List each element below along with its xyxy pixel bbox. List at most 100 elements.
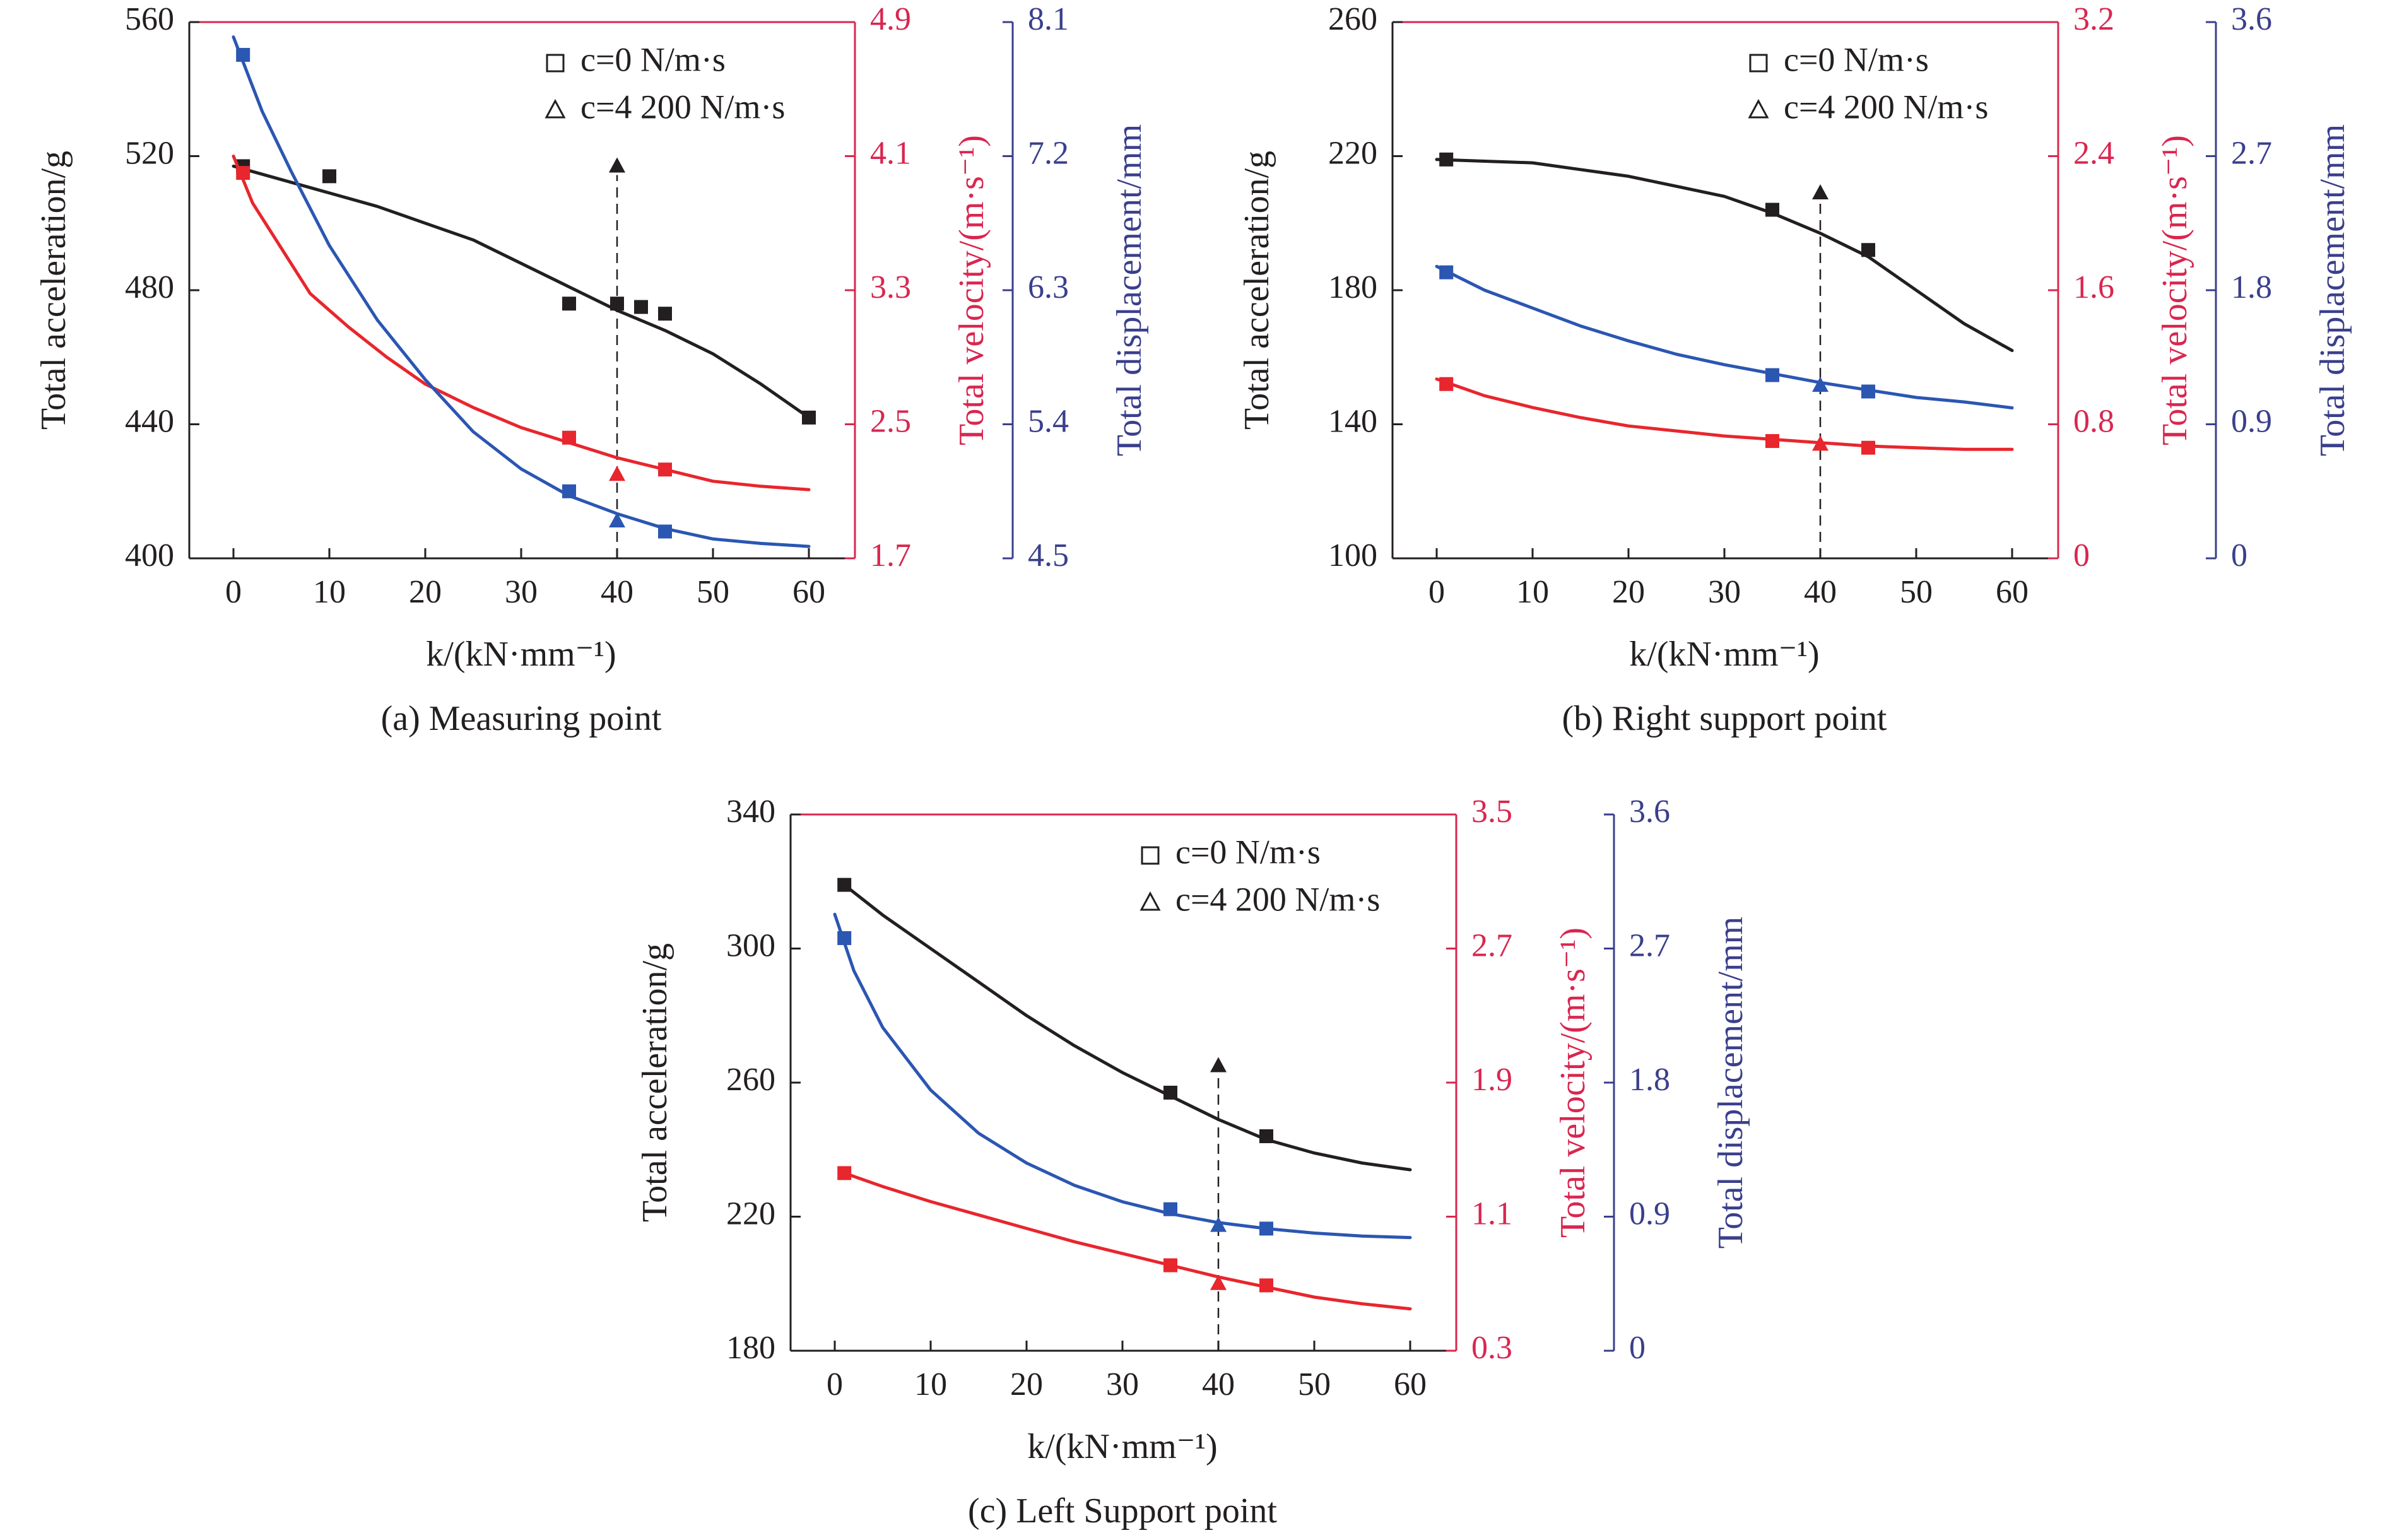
x-tick-label: 0 [225,574,242,610]
acceleration-square-point [610,297,624,311]
displacement-tick-label: 2.7 [2231,135,2272,171]
acceleration-tick-label: 440 [125,403,174,439]
acceleration-tick-label: 520 [125,135,174,171]
displacement-tick-label: 0.9 [2231,403,2272,439]
displacement-square-point [1259,1221,1273,1236]
x-axis-title: k/(kN·mm⁻¹) [1629,635,1819,674]
displacement-square-point [236,47,250,62]
acceleration-tick-label: 400 [125,538,174,573]
acceleration-square-point [1259,1129,1273,1143]
x-tick-label: 10 [313,574,346,610]
x-tick-label: 50 [1900,574,1933,610]
velocity-square-point [562,430,576,445]
displacement-square-point [1439,265,1454,279]
velocity-tick-label: 0.3 [1471,1330,1512,1366]
velocity-tick-label: 1.9 [1471,1062,1512,1098]
acceleration-triangle-point [609,157,625,173]
acceleration-curve [842,883,1412,1172]
velocity-triangle-point [609,466,625,481]
legend-label-c4200: c=4 200 N/m·s [1784,88,1988,126]
displacement-curve [833,912,1412,1240]
velocity-square-point [1861,440,1875,455]
velocity-tick-label: 1.7 [870,538,911,573]
acceleration-axis-title: Total acceleration/g [1237,151,1276,430]
velocity-tick-label: 3.5 [1471,794,1512,830]
legend-label-c4200: c=4 200 N/m·s [580,88,785,126]
acceleration-square-point [802,410,816,425]
acceleration-tick-label: 140 [1328,403,1377,439]
x-axis-title: k/(kN·mm⁻¹) [426,635,616,674]
velocity-square-point [1765,434,1779,449]
displacement-tick-label: 8.1 [1028,1,1069,37]
acceleration-axis-title: Total acceleration/g [34,151,73,430]
displacement-tick-label: 0 [2231,538,2247,573]
velocity-square-point [837,1166,852,1180]
velocity-tick-label: 3.2 [2073,1,2114,37]
velocity-triangle-point [1812,435,1828,451]
displacement-tick-label: 1.8 [2231,269,2272,305]
displacement-axis-title: Total displacement/mm [2313,124,2352,456]
velocity-tick-label: 2.5 [870,403,911,439]
x-tick-label: 60 [1394,1367,1427,1402]
acceleration-tick-label: 260 [726,1062,775,1098]
displacement-tick-label: 3.6 [2231,1,2272,37]
velocity-square-point [1259,1278,1273,1293]
legend-label-c0: c=0 N/m·s [580,40,726,78]
acceleration-square-point [562,297,576,311]
velocity-tick-label: 0 [2073,538,2090,573]
acceleration-tick-label: 260 [1328,1,1377,37]
panel-caption: (a) Measuring point [381,699,662,738]
velocity-square-point [1439,377,1454,391]
displacement-tick-label: 2.7 [1629,927,1670,963]
acceleration-square-point [1861,243,1875,257]
velocity-curve [842,1171,1412,1311]
acceleration-square-point [322,169,336,184]
displacement-square-point [837,931,852,945]
acceleration-square-point [1439,152,1454,167]
velocity-square-point [236,166,250,180]
x-tick-label: 10 [914,1367,947,1402]
velocity-square-point [1163,1258,1177,1273]
legend-label-c0: c=0 N/m·s [1784,40,1929,78]
x-tick-label: 40 [1804,574,1837,610]
displacement-square-point [562,484,576,498]
displacement-triangle-point [1812,377,1828,392]
x-tick-label: 10 [1516,574,1549,610]
displacement-triangle-point [609,512,625,527]
acceleration-square-point [658,307,672,321]
acceleration-tick-label: 180 [726,1330,775,1366]
displacement-square-point [1765,368,1779,382]
displacement-curve [1435,264,2014,409]
acceleration-curve [1435,158,2014,353]
acceleration-curve [232,164,811,420]
acceleration-tick-label: 100 [1328,538,1377,573]
velocity-tick-label: 2.7 [1471,927,1512,963]
displacement-tick-label: 5.4 [1028,403,1069,439]
panel-caption: (b) Right support point [1562,699,1887,738]
chart-panel-a: 0 10 20 30 40 50 60 k/(kN·mm⁻¹) (a) Measuring po… [34,1,1149,738]
velocity-axis-title: Total velocity/(m·s⁻¹) [2155,135,2194,445]
acceleration-triangle-point [1210,1057,1227,1073]
x-tick-label: 0 [1428,574,1445,610]
displacement-axis-title: Total displacement/mm [1711,917,1750,1249]
x-tick-label: 20 [1010,1367,1043,1402]
acceleration-tick-label: 480 [125,269,174,305]
displacement-tick-label: 6.3 [1028,269,1069,305]
acceleration-tick-label: 220 [726,1196,775,1231]
legend-label-c4200: c=4 200 N/m·s [1175,880,1380,918]
velocity-axis-title: Total velocity/(m·s⁻¹) [952,135,991,445]
acceleration-triangle-point [1812,184,1828,199]
velocity-tick-label: 0.8 [2073,403,2114,439]
x-axis-title: k/(kN·mm⁻¹) [1027,1427,1217,1466]
x-tick-label: 20 [1612,574,1645,610]
acceleration-tick-label: 220 [1328,135,1377,171]
x-tick-label: 30 [1106,1367,1139,1402]
x-tick-label: 60 [792,574,825,610]
displacement-tick-label: 7.2 [1028,135,1069,171]
displacement-tick-label: 1.8 [1629,1062,1670,1098]
x-tick-label: 30 [1708,574,1741,610]
x-tick-label: 0 [827,1367,843,1402]
acceleration-tick-label: 560 [125,1,174,37]
legend-triangle-symbol [1748,98,1769,119]
